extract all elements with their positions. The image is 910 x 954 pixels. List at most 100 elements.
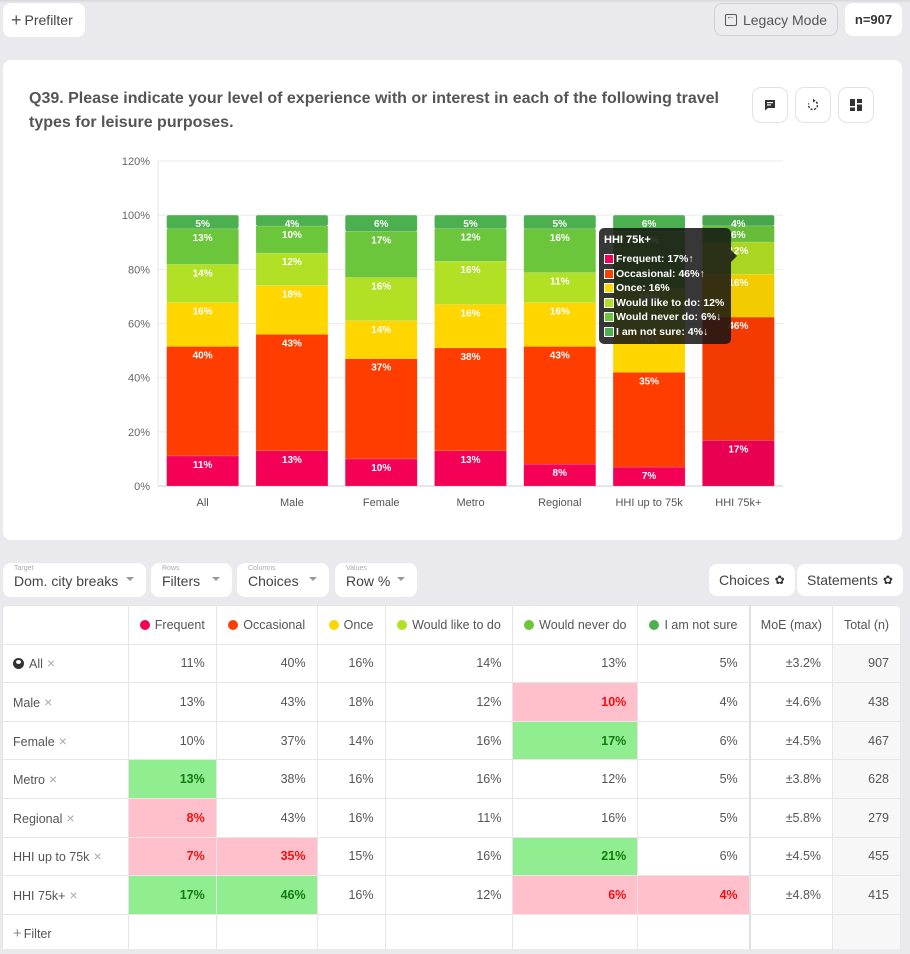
bar-segment-once[interactable]	[344, 320, 418, 359]
table-cell: 7%	[127, 836, 217, 877]
bar-segment-would-never-do[interactable]	[166, 228, 239, 265]
column-header[interactable]: Total (n)	[832, 605, 901, 645]
column-header[interactable]: Once	[316, 605, 386, 645]
bar-segment-occasional[interactable]	[612, 372, 686, 468]
corner-header	[2, 605, 129, 645]
bar-segment-once[interactable]	[166, 302, 239, 347]
target-dropdown[interactable]: Target Dom. city breaks	[3, 563, 146, 597]
table-cell: 14%	[384, 643, 514, 684]
remove-row-icon[interactable]: ×	[66, 809, 75, 826]
x-tick-label: Male	[280, 497, 304, 509]
table-cell: 13%	[512, 643, 639, 684]
bar-segment-would-like-to-do[interactable]	[523, 272, 597, 303]
data-label: 16%	[460, 309, 480, 320]
table-cell: 16%	[384, 720, 514, 761]
remove-row-icon[interactable]: ×	[44, 693, 53, 710]
chevron-down-icon	[309, 577, 317, 581]
x-tick-label: Female	[363, 497, 400, 509]
bar-segment-i-am-not-sure[interactable]	[344, 214, 418, 232]
table-cell: 15%	[316, 836, 386, 877]
column-header[interactable]: Occasional	[215, 605, 318, 645]
rows-dropdown[interactable]: Rows Filters	[151, 563, 232, 597]
values-dropdown[interactable]: Values Row %	[335, 563, 417, 597]
target-value: Dom. city breaks	[14, 573, 119, 589]
question-title: Q39. Please indicate your level of exper…	[29, 90, 719, 131]
bar-segment-occasional[interactable]	[255, 334, 329, 452]
column-header[interactable]: Would like to do	[384, 605, 514, 645]
remove-row-icon[interactable]: ×	[69, 886, 78, 903]
row-label: HHI 75k+	[13, 888, 66, 903]
data-label: 13%	[193, 233, 213, 244]
choices-settings-button[interactable]: Choices ✿	[709, 564, 795, 596]
bar-segment-would-like-to-do[interactable]	[434, 260, 507, 305]
row-header: Regional ×	[2, 797, 129, 838]
column-header[interactable]: I am not sure	[637, 605, 751, 645]
y-tick-label: 100%	[122, 210, 150, 222]
bar-segment-frequent[interactable]	[702, 440, 775, 487]
columns-dropdown[interactable]: Columns Choices	[237, 563, 329, 597]
column-header[interactable]: Would never do	[512, 605, 639, 645]
moe-cell: ±4.8%	[748, 875, 834, 915]
empty-cell	[384, 913, 514, 949]
bar-segment-would-like-to-do[interactable]	[255, 252, 329, 286]
data-label: 16%	[550, 233, 570, 244]
table-cell: 11%	[384, 797, 514, 838]
remove-row-icon[interactable]: ×	[93, 848, 102, 865]
data-label: 7%	[642, 471, 657, 482]
column-header[interactable]: Frequent	[127, 605, 217, 645]
tooltip-arrow	[731, 250, 737, 262]
data-label: 4%	[731, 219, 746, 230]
bar-segment-would-like-to-do[interactable]	[344, 277, 418, 322]
layout-button[interactable]	[838, 87, 874, 123]
gear-icon: ✿	[882, 573, 893, 587]
bar-segment-occasional[interactable]	[344, 358, 418, 460]
add-filter-button[interactable]: + Filter	[2, 913, 129, 949]
chevron-down-icon	[212, 577, 220, 581]
legacy-mode-button[interactable]: Legacy Mode	[714, 3, 838, 36]
bar-segment-i-am-not-sure[interactable]	[434, 214, 507, 229]
y-tick-label: 20%	[128, 427, 150, 439]
bar-segment-occasional[interactable]	[434, 347, 507, 452]
remove-row-icon[interactable]: ×	[58, 732, 67, 749]
bar-segment-occasional[interactable]	[523, 346, 597, 465]
moe-cell: ±4.6%	[748, 682, 834, 722]
legend-swatch	[604, 268, 614, 279]
x-tick-label: Metro	[456, 497, 484, 509]
bar-segment-i-am-not-sure[interactable]	[255, 214, 329, 227]
tooltip-row: I am not sure: 4% ↓	[604, 325, 726, 340]
bar-segment-i-am-not-sure[interactable]	[166, 214, 239, 230]
table-cell: 5%	[637, 759, 751, 799]
statements-settings-button[interactable]: Statements ✿	[797, 564, 903, 596]
remove-row-icon[interactable]: ×	[48, 771, 58, 788]
bar-segment-would-never-do[interactable]	[344, 231, 418, 278]
bar-segment-frequent[interactable]	[434, 450, 507, 487]
column-header[interactable]: MoE (max)	[748, 605, 834, 645]
bar-segment-would-like-to-do[interactable]	[166, 264, 239, 303]
table-header-row: Frequent Occasional Once Would like to do Wo…	[2, 605, 901, 645]
remove-row-icon[interactable]: ×	[46, 655, 56, 672]
bar-segment-would-never-do[interactable]	[434, 228, 507, 262]
bar-segment-i-am-not-sure[interactable]	[523, 214, 597, 230]
comment-button[interactable]	[752, 87, 788, 123]
moe-cell: ±3.2%	[748, 643, 834, 684]
data-label: 16%	[460, 265, 480, 276]
tooltip-row: Frequent: 17% ↑	[604, 252, 726, 267]
bar-segment-occasional[interactable]	[166, 346, 239, 457]
bar-segment-once[interactable]	[255, 285, 329, 335]
prefilter-label: Prefilter	[24, 12, 73, 28]
bar-segment-i-am-not-sure[interactable]	[702, 214, 775, 227]
tooltip-row-label: Would never do: 6%	[616, 311, 717, 324]
tooltip-row-label: Occasional: 46%	[616, 267, 700, 280]
row-label: Female	[13, 734, 55, 749]
prefilter-button[interactable]: + Prefilter	[3, 3, 85, 37]
row-label: Regional	[13, 811, 63, 826]
table-cell: 13%	[127, 682, 217, 722]
tooltip-row: Occasional: 46% ↑	[604, 267, 726, 282]
moe-cell: ±4.5%	[748, 836, 834, 877]
data-label: 16%	[728, 278, 748, 289]
rows-caption: Rows	[162, 565, 180, 572]
add-filter-label: Filter	[23, 927, 52, 942]
bar-segment-frequent[interactable]	[166, 455, 239, 487]
y-tick-label: 80%	[128, 264, 150, 276]
refresh-button[interactable]	[795, 87, 831, 123]
